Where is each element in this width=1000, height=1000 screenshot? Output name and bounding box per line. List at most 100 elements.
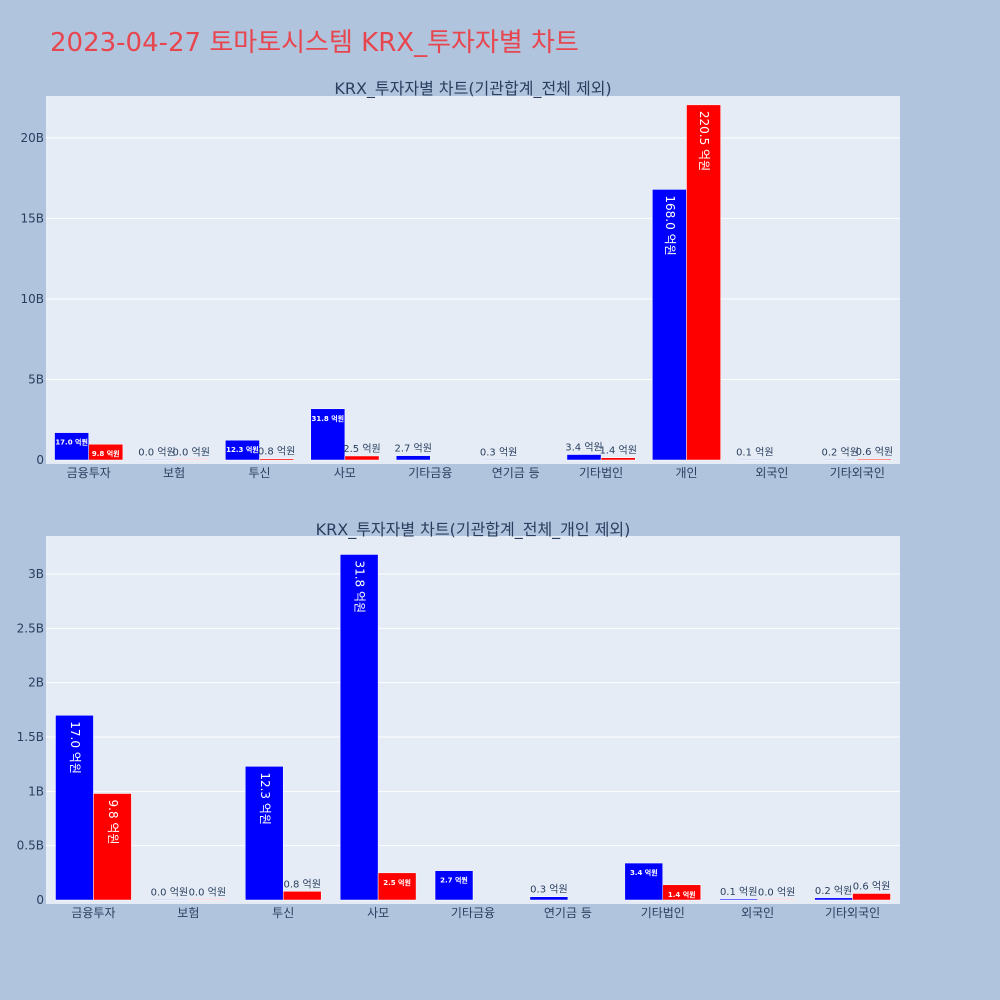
bar	[88, 443, 124, 461]
bar-label: 9.8 억원	[106, 800, 120, 845]
bar-label: 0.8 억원	[258, 446, 295, 458]
bar	[339, 554, 379, 901]
y-tick-label: 0	[36, 893, 44, 907]
chart-2: 0 0.5B 1B 1.5B 2B 2.5B 3B KRX_투자자별 차트(기관합계_전체_개…	[17, 520, 900, 920]
bar-label: 2.5 억원	[343, 443, 380, 455]
bar-label: 9.8 억원	[92, 449, 120, 458]
bar-label: 0.3 억원	[480, 446, 517, 458]
x-tick-label: 기타외국인	[825, 906, 880, 920]
bar-label: 31.8 억원	[353, 560, 367, 613]
bar-label: 0.2 억원	[821, 446, 858, 458]
plot-area	[46, 96, 900, 464]
x-tick-label: 투신	[248, 466, 270, 480]
bar	[434, 870, 474, 901]
bar-label: 0.1 억원	[736, 446, 773, 458]
bar	[344, 455, 380, 461]
bar	[852, 893, 891, 901]
x-tick-label: 기타금융	[451, 906, 495, 920]
bar	[188, 899, 227, 901]
bar-label: 2.7 억원	[440, 876, 468, 885]
x-tick-label: 투신	[272, 906, 294, 920]
bar-label: 0.0 억원	[138, 446, 175, 458]
bar-label: 0.3 억원	[530, 884, 567, 896]
bar-label: 12.3 억원	[258, 772, 272, 825]
bar	[652, 189, 687, 461]
bar-label: 3.4 억원	[630, 868, 658, 877]
bar	[719, 898, 758, 901]
bar-label: 0.8 억원	[283, 878, 320, 890]
bar	[529, 896, 569, 901]
x-tick-label: 사모	[367, 906, 389, 920]
bar-label: 1.4 억원	[599, 445, 636, 457]
y-tick-label: 2B	[28, 676, 44, 690]
bar-label: 17.0 억원	[55, 438, 88, 447]
bar-label: 0.6 억원	[853, 880, 890, 892]
bar-label: 0.0 억원	[151, 886, 188, 898]
bar	[225, 439, 260, 461]
bar	[600, 457, 636, 461]
chart-title: KRX_투자자별 차트(기관합계_전체_개인 제외)	[316, 520, 631, 540]
bar	[173, 459, 209, 461]
bar	[481, 459, 516, 461]
page-title: 2023-04-27 토마토시스템 KRX_투자자별 차트	[50, 28, 579, 58]
x-tick-label: 개인	[675, 466, 697, 480]
y-tick-label: 10B	[20, 292, 44, 306]
x-tick-label: 기타법인	[579, 466, 623, 480]
y-tick-label: 0.5B	[17, 839, 44, 853]
bar	[310, 408, 346, 461]
y-tick-label: 1B	[28, 784, 44, 798]
x-tick-label: 기타법인	[641, 906, 685, 920]
chart-1: 0 5B 10B 15B 20B KRX_투자자별 차트(기관합계_전체 제외) 금융투자 1…	[20, 79, 900, 480]
bar-label: 12.3 억원	[226, 445, 259, 454]
bar	[814, 897, 853, 901]
bar-label: 220.5 억원	[697, 111, 711, 171]
y-tick-label: 15B	[20, 211, 44, 225]
bar-label: 0.0 억원	[758, 886, 795, 898]
x-tick-label: 외국인	[741, 906, 774, 920]
chart-title: KRX_투자자별 차트(기관합계_전체 제외)	[334, 79, 611, 99]
y-tick-label: 20B	[20, 131, 44, 145]
bar-label: 2.5 억원	[383, 878, 411, 887]
bar-label: 0.0 억원	[189, 886, 226, 898]
bar	[139, 459, 175, 461]
bar-label: 2.7 억원	[394, 443, 431, 455]
x-tick-label: 외국인	[755, 466, 788, 480]
x-tick-label: 연기금 등	[544, 906, 592, 920]
y-tick-label: 1.5B	[17, 730, 44, 744]
x-tick-label: 보험	[163, 466, 185, 480]
bar-label: 0.6 억원	[856, 446, 893, 458]
bar-label: 17.0 억원	[68, 721, 82, 774]
bar	[822, 459, 858, 461]
bar	[624, 862, 664, 901]
bar	[282, 891, 322, 901]
bar-label: 168.0 억원	[663, 195, 677, 255]
bar-label: 3.4 억원	[565, 442, 602, 454]
bar	[686, 104, 721, 461]
y-tick-label: 5B	[28, 372, 44, 386]
bar	[93, 793, 132, 901]
x-tick-label: 금융투자	[67, 466, 111, 480]
bar	[737, 459, 773, 461]
bar	[54, 432, 89, 461]
bar	[757, 899, 796, 901]
x-tick-label: 기타외국인	[830, 466, 885, 480]
x-tick-label: 금융투자	[71, 906, 115, 920]
bar	[150, 899, 189, 901]
bar	[662, 884, 701, 901]
bar-label: 1.4 억원	[668, 890, 696, 899]
bar-label: 0.0 억원	[172, 446, 209, 458]
x-tick-label: 사모	[334, 466, 356, 480]
x-tick-label: 연기금 등	[492, 466, 540, 480]
bar-label: 0.1 억원	[720, 886, 757, 898]
x-tick-label: 기타금융	[408, 466, 452, 480]
bar	[55, 715, 94, 901]
bar	[259, 458, 294, 461]
bar-label: 0.2 억원	[815, 885, 852, 897]
bar	[377, 872, 417, 901]
bar	[245, 766, 284, 901]
bar-label: 31.8 억원	[312, 414, 345, 423]
y-tick-label: 2.5B	[17, 621, 44, 635]
bar	[395, 455, 431, 461]
bar	[857, 458, 892, 461]
